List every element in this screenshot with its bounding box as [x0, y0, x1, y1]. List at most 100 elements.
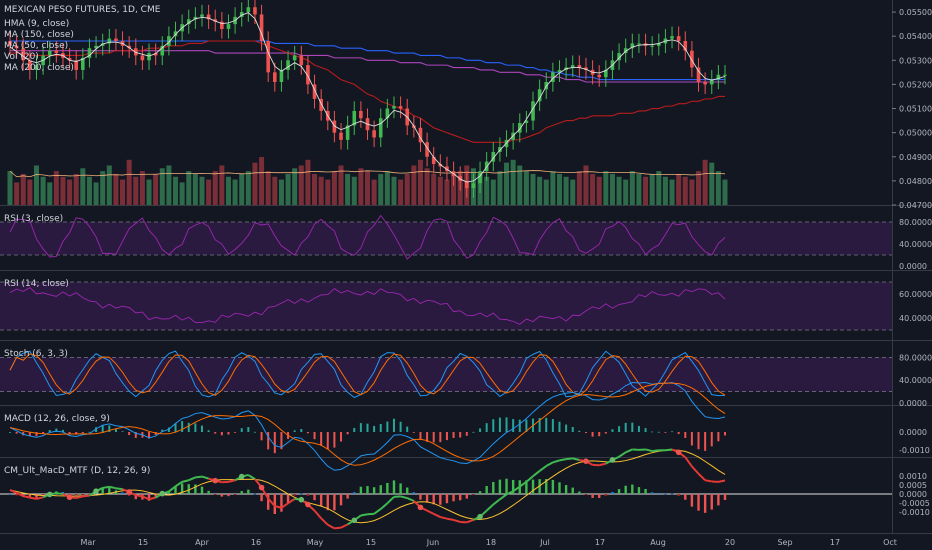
candle-body [253, 7, 257, 15]
x-axis-tick-label: May [307, 538, 324, 547]
price-tick-label: 0.05300 [899, 56, 932, 65]
volume-bar [126, 159, 132, 205]
cm-macd-segment [320, 517, 329, 526]
rsi14-legend: RSI (14, close) [4, 279, 69, 289]
candle-body [445, 166, 449, 172]
macd-signal-line [9, 382, 726, 466]
stoch-k-line [9, 350, 726, 399]
cm-macd-segment [280, 502, 289, 509]
volume-bar [662, 176, 668, 205]
volume-bar [696, 171, 702, 205]
cm-macd-segment [446, 517, 454, 521]
cm-macd-segment [440, 516, 448, 520]
candle-body [306, 65, 310, 85]
macd-histogram-bar [75, 432, 78, 435]
cm-histogram-bar [81, 494, 85, 495]
candle-body [167, 36, 171, 46]
macd-histogram-bar [631, 422, 634, 432]
cm-macd-segment [109, 485, 117, 490]
rsi14-line [9, 287, 726, 325]
cm-histogram-bar [326, 494, 329, 511]
macd-histogram-bar [95, 427, 98, 432]
candle-body [14, 45, 19, 49]
macd-histogram-bar [373, 425, 376, 432]
cm-histogram-bar [240, 491, 243, 494]
cm-histogram-bar [333, 494, 336, 511]
volume-bar [590, 173, 596, 205]
cm-cross-dot [583, 458, 589, 464]
candle-body [319, 98, 323, 111]
macd-histogram-bar [333, 432, 336, 448]
x-axis-tick-label: 17 [595, 538, 605, 547]
volume-bar [252, 162, 258, 205]
macd-histogram-bar [28, 432, 31, 436]
candle-body [153, 53, 158, 56]
macd-histogram-bar [101, 424, 104, 432]
x-axis-tick-label: Apr [195, 538, 210, 547]
x-axis-tick-label: 20 [725, 538, 735, 547]
candle-body [551, 72, 555, 82]
cm-histogram-bar [406, 487, 409, 494]
macd-histogram-bar [677, 432, 680, 435]
cm-macd-segment [135, 494, 143, 498]
cm-histogram-bar [194, 484, 197, 494]
cm-macd-segment [9, 489, 18, 494]
price-tick-label: 0.05100 [899, 105, 932, 114]
volume-bar [53, 171, 59, 205]
volume-bar [709, 162, 715, 205]
candle-body [54, 50, 59, 54]
cm-histogram-bar [353, 492, 356, 494]
macd-histogram-bar [340, 432, 343, 442]
cm-histogram-bar [478, 491, 482, 494]
cm-macd-segment [327, 523, 335, 530]
macd-histogram-bar [571, 426, 574, 432]
volume-bar [504, 162, 510, 205]
candle-body [630, 43, 635, 49]
price-legend-entry: HMA (9, close) [4, 19, 69, 29]
volume-bar [497, 171, 503, 205]
macd-histogram-bar [690, 432, 693, 446]
rsi3-tick-label: 0.0000 [899, 262, 927, 271]
volume-bar [312, 173, 318, 205]
macd-histogram-bar [419, 432, 422, 440]
volume-bar [100, 171, 106, 205]
volume-bar [73, 173, 79, 205]
candle-body [584, 67, 588, 70]
volume-bar [298, 165, 304, 205]
macd-histogram-bar [247, 427, 250, 432]
volume-bar [490, 179, 496, 205]
macd-histogram-bar [525, 419, 528, 432]
volume-bar [278, 179, 284, 205]
cm-histogram-bar [717, 494, 720, 506]
candle-body [114, 38, 118, 41]
macd-histogram-bar [392, 418, 395, 432]
cm-macd-segment [267, 497, 276, 507]
macd-histogram-bar [128, 432, 131, 436]
cm-histogram-bar [313, 494, 316, 501]
macd-histogram-bar [412, 432, 415, 433]
candle-body [34, 65, 39, 70]
cm-histogram-bar [498, 479, 502, 494]
macd-histogram-bar [187, 422, 190, 432]
macd-histogram-bar [194, 423, 197, 432]
cm-histogram-bar [591, 494, 594, 498]
volume-bar [305, 159, 311, 205]
cm-histogram-bar [247, 489, 250, 494]
volume-bar [523, 171, 529, 205]
candle-body [87, 48, 92, 58]
cm-macd-segment [512, 485, 521, 492]
cm-histogram-bar [525, 480, 528, 494]
cm-histogram-bar [439, 494, 442, 505]
x-axis-tick-label: 16 [251, 538, 261, 547]
macd-histogram-bar [366, 423, 369, 432]
cm-histogram-bar [154, 494, 157, 498]
cm-macd-segment [466, 518, 474, 524]
cm-macd-segment [665, 448, 673, 452]
cm-histogram-bar [551, 479, 555, 494]
cm-histogram-bar [412, 492, 416, 494]
cm-histogram-bar [670, 493, 674, 495]
cm-histogram-bar [617, 489, 621, 494]
macd-histogram-bar [386, 421, 389, 432]
